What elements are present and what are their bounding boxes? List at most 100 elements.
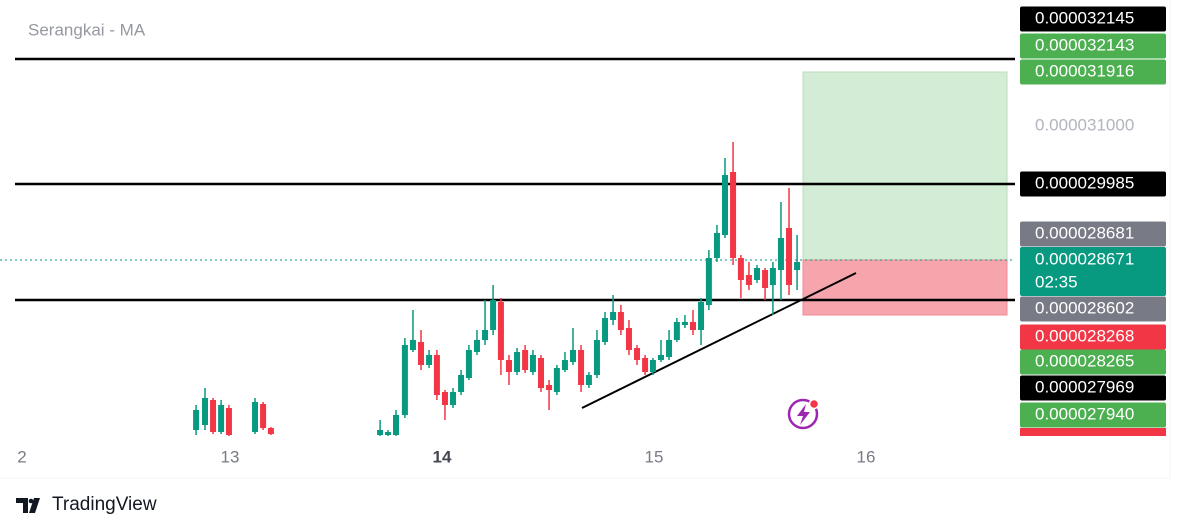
price-label-bg (1020, 33, 1166, 59)
candle-body (737, 258, 744, 280)
candle-body (625, 328, 632, 350)
price-label-bg (1020, 6, 1166, 32)
candle-body (722, 175, 728, 235)
candle-body (409, 340, 416, 350)
price-label: 0.000032143 (1035, 35, 1134, 54)
candle-body (458, 375, 465, 392)
price-label-bg (1020, 171, 1166, 197)
candle-body (473, 340, 480, 352)
candle-body (561, 360, 568, 370)
candle-body (450, 392, 457, 405)
candle-body (794, 262, 801, 270)
candle-body (482, 330, 489, 340)
price-label: 0.000032145 (1035, 8, 1134, 27)
candle-body (762, 270, 769, 288)
candle-body (642, 358, 649, 372)
candle-body (593, 340, 600, 375)
x-tick-label: 2 (17, 447, 26, 466)
profit-zone (802, 71, 1008, 261)
candle-body (260, 404, 267, 428)
candle-body (786, 228, 793, 285)
price-label: 0.000028671 (1035, 249, 1134, 268)
price-label-bg (1020, 247, 1166, 296)
candle-body (210, 400, 217, 432)
candle-body (401, 345, 408, 415)
candle-body (705, 258, 712, 305)
candle-body (553, 368, 560, 392)
price-label-bg (1020, 324, 1166, 350)
candle-body (617, 312, 624, 330)
candle-body (201, 398, 208, 425)
candle-body (537, 358, 544, 388)
price-label: 0.000029985 (1035, 173, 1134, 192)
candle-body (666, 340, 673, 357)
axes: 2 13 14 15 16 0.000032145 0.000032143 0.0000319… (17, 6, 1166, 466)
loss-zone (802, 259, 1008, 316)
price-label: 0.000031916 (1035, 61, 1134, 80)
price-label-bg (1020, 349, 1166, 375)
candle-body (384, 432, 391, 435)
candle-body (252, 402, 259, 432)
candle-body (490, 300, 497, 330)
x-tick-label: 13 (221, 447, 240, 466)
x-tick-label: 14 (433, 447, 452, 466)
candle-body (754, 268, 761, 280)
candle-body (657, 355, 664, 360)
brand-name: TradingView (52, 494, 157, 515)
price-tick-label: 0.000031000 (1035, 115, 1134, 134)
price-label: 0.000028265 (1035, 351, 1134, 370)
candle-body (713, 233, 720, 258)
price-label: 0.000028602 (1035, 298, 1134, 317)
trend-line (581, 272, 857, 409)
candle-body (505, 360, 512, 372)
candle-body (578, 350, 585, 385)
candle-body (418, 342, 425, 365)
candles (193, 142, 801, 436)
price-label-bg (1020, 296, 1166, 322)
candle-body (522, 350, 529, 370)
price-label: 0.000028681 (1035, 223, 1134, 242)
candle-body (218, 405, 225, 432)
chart-title: Serangkai - MA (28, 20, 146, 39)
logo (16, 498, 40, 513)
countdown: 02:35 (1035, 272, 1078, 291)
candle-body (634, 348, 641, 360)
price-label-bg (1020, 221, 1166, 247)
candle-body (698, 302, 705, 330)
candle-body (777, 238, 784, 270)
candle-body (225, 408, 232, 435)
candle-body (745, 275, 752, 285)
candle-body (673, 322, 680, 340)
candle-body (602, 318, 609, 342)
candle-body (433, 355, 440, 395)
plot-area (0, 57, 1015, 409)
price-label: 0.000027940 (1035, 404, 1134, 423)
price-label-sliver (1020, 428, 1166, 436)
price-label-bg (1020, 375, 1166, 401)
candle-body (570, 350, 577, 362)
candle-body (377, 430, 384, 435)
candle-body (689, 322, 696, 330)
candle-body (465, 350, 472, 378)
candle-body (193, 410, 200, 430)
candle-body (529, 355, 536, 372)
x-tick-label: 16 (857, 447, 876, 466)
price-label: 0.000028268 (1035, 326, 1134, 345)
candle-body (730, 172, 737, 258)
price-label-bg (1020, 59, 1166, 85)
candle-body (546, 385, 553, 390)
price-label-bg (1020, 402, 1166, 428)
candle-body (426, 355, 433, 365)
candle-body (441, 392, 448, 405)
candle-body (585, 375, 592, 385)
candle-body (769, 268, 776, 285)
alert-icon (787, 398, 820, 430)
candle-body (514, 352, 521, 372)
candle-body (681, 322, 688, 325)
candle-body (610, 312, 617, 320)
candle-body (267, 428, 274, 434)
candle-body (649, 360, 656, 372)
candle-body (497, 302, 504, 360)
